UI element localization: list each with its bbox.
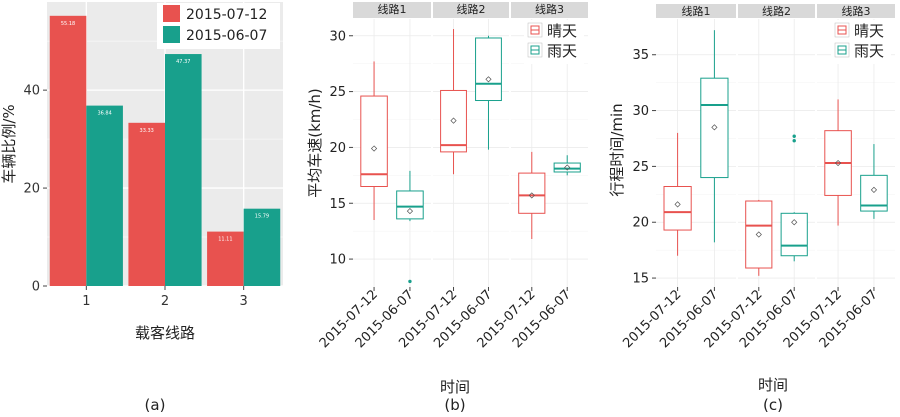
box-mean-marker <box>564 164 571 171</box>
panel-a-caption: (a) <box>145 396 166 414</box>
facet-strip <box>656 4 736 18</box>
box-mean-marker <box>870 186 878 193</box>
legend-key <box>163 5 180 22</box>
bar <box>165 54 202 286</box>
facet-strip <box>738 4 815 18</box>
y-tick-label: 30 <box>329 29 346 44</box>
box-iqr <box>360 95 388 187</box>
y-tick-label: 20 <box>23 182 40 197</box>
bar <box>207 231 244 286</box>
legend-label: 雨天 <box>854 42 884 60</box>
x-tick-label: 3 <box>240 294 248 309</box>
facet-strip-label: 线路3 <box>842 4 871 18</box>
box-iqr <box>700 77 729 179</box>
facet-strip-label: 线路2 <box>762 4 791 18</box>
box-iqr <box>780 212 808 257</box>
box-mean-marker <box>711 124 718 131</box>
box-iqr <box>440 89 467 153</box>
box-mean-marker <box>791 219 798 226</box>
y-tick-label: 0 <box>32 280 40 295</box>
box-mean-marker <box>834 159 842 167</box>
facet-strip-label: 线路2 <box>457 2 486 16</box>
facet-strip <box>817 4 895 18</box>
legend-label: 2015-07-12 <box>186 7 267 23</box>
bar-data-label: 11.11 <box>218 237 232 243</box>
box-outlier <box>792 139 796 143</box>
box-iqr <box>396 190 424 220</box>
panel-b-caption: (b) <box>444 396 465 414</box>
y-tick-label: 10 <box>329 253 346 268</box>
legend-key <box>163 26 180 43</box>
box-mean-marker <box>450 117 457 124</box>
facet-strip <box>353 2 431 18</box>
bar-data-label: 55.18 <box>61 21 75 27</box>
facet-strip <box>511 2 588 18</box>
box-mean-marker <box>485 76 492 83</box>
box-mean-marker <box>674 201 681 208</box>
panel-b-xlabel: 时间 <box>440 378 470 396</box>
panel-a-legend: 2015-07-12 2015-06-07 <box>157 3 280 49</box>
box-marks <box>663 30 888 276</box>
bar <box>49 15 87 286</box>
panel-b-ylabel: 平均车速(km/h) <box>306 88 324 198</box>
panel-a-bars: 55.18 36.84 33.33 47.37 11.11 15.79 <box>49 15 281 286</box>
bar <box>86 105 123 286</box>
panel-c-xlabel: 时间 <box>758 376 788 394</box>
panel-a-axes: 0 20 40 1 2 3 <box>23 84 247 309</box>
panel-c-ylabel: 行程时间/min <box>608 103 626 196</box>
box-iqr <box>475 37 502 102</box>
panel-a-ylabel: 车辆比例/% <box>0 104 18 183</box>
panel-a-xlabel: 载客线路 <box>135 324 195 342</box>
x-tick-label: 2 <box>161 294 169 309</box>
legend-label: 晴天 <box>547 22 577 40</box>
y-tick-label: 30 <box>632 104 649 119</box>
y-tick-label: 20 <box>632 216 649 231</box>
y-tick-label: 15 <box>329 197 346 212</box>
box-mean-marker <box>370 145 378 152</box>
box-mean-marker <box>755 231 762 238</box>
box-iqr <box>663 186 692 231</box>
bar <box>243 208 281 286</box>
bar-data-label: 47.37 <box>176 59 190 65</box>
box-outlier <box>792 134 796 138</box>
box-marks <box>360 29 581 284</box>
facet-strip-label: 线路3 <box>535 2 564 16</box>
y-tick-label: 40 <box>23 84 40 99</box>
box-mean-marker <box>528 192 535 199</box>
box-outlier <box>408 279 412 284</box>
legend-label: 晴天 <box>854 22 884 40</box>
x-tick-label: 1 <box>82 294 90 309</box>
box-mean-marker <box>406 207 414 215</box>
panel-b: 平均车速(km/h) 时间 (b) 2015-07-122015-06-0720… <box>306 2 588 414</box>
box-iqr <box>518 172 546 214</box>
legend-label: 2015-06-07 <box>186 28 267 44</box>
box-iqr <box>553 162 581 173</box>
bar-data-label: 36.84 <box>97 111 111 117</box>
bar <box>128 122 165 286</box>
box-iqr <box>745 200 773 269</box>
panel-c: 行程时间/min 时间 (c) 2015-07-122015-06-072015… <box>608 4 895 414</box>
panel-c-caption: (c) <box>763 396 783 414</box>
facet-strip <box>433 2 509 18</box>
legend-label: 雨天 <box>547 42 577 60</box>
facet-strip-label: 线路1 <box>378 2 407 16</box>
y-tick-label: 35 <box>632 48 649 63</box>
y-tick-label: 25 <box>632 160 649 175</box>
y-tick-label: 20 <box>329 141 346 156</box>
bar-data-label: 33.33 <box>140 128 154 134</box>
facet-strip-label: 线路1 <box>682 4 711 18</box>
y-tick-label: 25 <box>329 85 346 100</box>
bar-data-label: 15.79 <box>255 214 269 220</box>
y-tick-label: 15 <box>632 272 649 287</box>
